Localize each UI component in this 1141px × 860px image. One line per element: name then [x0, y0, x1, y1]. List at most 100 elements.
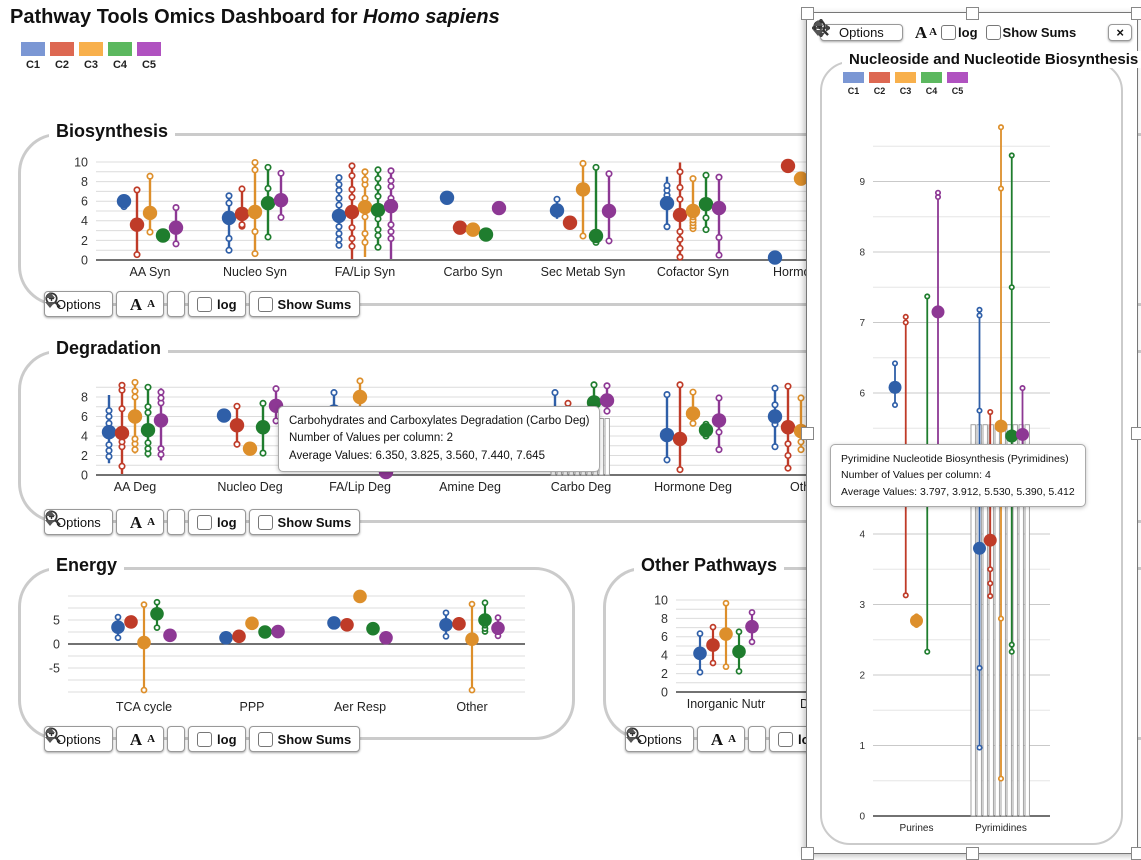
average-marker-C4[interactable]: [261, 196, 275, 210]
average-marker-C4[interactable]: [156, 228, 170, 242]
value-point-C5[interactable]: [716, 252, 721, 257]
size-stepper[interactable]: [167, 726, 185, 752]
value-point-C4[interactable]: [265, 234, 270, 239]
average-marker-C1[interactable]: [440, 191, 454, 205]
value-point-C5[interactable]: [936, 191, 940, 195]
average-marker-C3[interactable]: [686, 204, 700, 218]
category-label[interactable]: FA/Lip Syn: [335, 265, 395, 279]
value-point-C3[interactable]: [132, 380, 137, 385]
show-sums-checkbox[interactable]: [986, 25, 1001, 40]
value-point-C1[interactable]: [977, 745, 981, 749]
average-marker-C1[interactable]: [111, 620, 125, 634]
value-point-C4[interactable]: [593, 165, 598, 170]
average-marker-C4[interactable]: [366, 622, 380, 636]
value-point-C2[interactable]: [349, 244, 354, 249]
value-point-C2[interactable]: [239, 222, 244, 227]
value-point-C2[interactable]: [904, 320, 908, 324]
average-marker-C1[interactable]: [327, 616, 341, 630]
value-point-C2[interactable]: [677, 467, 682, 472]
value-point-C3[interactable]: [690, 389, 695, 394]
show-sums-checkbox[interactable]: [258, 515, 273, 530]
category-label[interactable]: Amine Deg: [439, 480, 501, 494]
average-marker-C2[interactable]: [781, 420, 795, 434]
log-checkbox[interactable]: [197, 732, 212, 747]
value-point-C2[interactable]: [349, 236, 354, 241]
show-sums-checkbox[interactable]: [258, 732, 273, 747]
average-marker-C4[interactable]: [371, 203, 385, 217]
value-point-C3[interactable]: [357, 378, 362, 383]
value-point-C3[interactable]: [362, 214, 367, 219]
value-point-C4[interactable]: [145, 404, 150, 409]
category-label[interactable]: AA Deg: [114, 480, 156, 494]
value-point-C5[interactable]: [388, 222, 393, 227]
value-point-C2[interactable]: [988, 567, 992, 571]
average-marker-C1[interactable]: [660, 428, 674, 442]
value-point-C5[interactable]: [606, 238, 611, 243]
value-point-C1[interactable]: [106, 454, 111, 459]
value-point-C5[interactable]: [604, 408, 609, 413]
value-point-C5[interactable]: [716, 395, 721, 400]
average-marker-C3[interactable]: [353, 390, 367, 404]
average-marker-C2[interactable]: [706, 638, 720, 652]
value-point-C2[interactable]: [119, 406, 124, 411]
value-point-C3[interactable]: [132, 394, 137, 399]
average-marker-C4[interactable]: [479, 227, 493, 241]
average-marker-C2[interactable]: [781, 159, 795, 173]
average-marker-C3[interactable]: [686, 406, 700, 420]
value-point-C2[interactable]: [119, 383, 124, 388]
value-point-C3[interactable]: [132, 447, 137, 452]
average-marker-C5[interactable]: [274, 193, 288, 207]
value-point-C4[interactable]: [925, 650, 929, 654]
average-marker-C5[interactable]: [169, 220, 183, 234]
value-point-C5[interactable]: [278, 215, 283, 220]
value-point-C3[interactable]: [252, 229, 257, 234]
value-point-C2[interactable]: [677, 246, 682, 251]
average-marker-C2[interactable]: [453, 220, 467, 234]
value-point-C1[interactable]: [977, 408, 981, 412]
average-marker-C5[interactable]: [384, 199, 398, 213]
font-increase-icon[interactable]: A: [711, 731, 723, 748]
category-label[interactable]: PPP: [239, 700, 264, 714]
resize-handle-top-left[interactable]: [801, 7, 814, 20]
font-increase-icon[interactable]: A: [915, 24, 927, 41]
average-marker-C4[interactable]: [732, 645, 746, 659]
value-point-C4[interactable]: [145, 440, 150, 445]
value-point-C2[interactable]: [988, 594, 992, 598]
average-marker-C5[interactable]: [712, 413, 726, 427]
value-point-C2[interactable]: [711, 625, 716, 630]
value-point-C1[interactable]: [331, 390, 336, 395]
value-point-C1[interactable]: [336, 196, 341, 201]
value-point-C1[interactable]: [336, 224, 341, 229]
average-marker-C1[interactable]: [117, 194, 131, 208]
value-point-C3[interactable]: [252, 251, 257, 256]
value-point-C5[interactable]: [716, 429, 721, 434]
average-marker-C5[interactable]: [600, 393, 614, 407]
average-marker-C3[interactable]: [353, 590, 367, 604]
value-point-C3[interactable]: [252, 160, 257, 165]
size-stepper[interactable]: [748, 726, 766, 752]
value-point-C1[interactable]: [336, 202, 341, 207]
average-marker-C3[interactable]: [576, 182, 590, 196]
value-point-C4[interactable]: [591, 382, 596, 387]
average-marker-C5[interactable]: [271, 625, 285, 639]
value-point-C1[interactable]: [106, 414, 111, 419]
value-point-C3[interactable]: [580, 161, 585, 166]
value-point-C4[interactable]: [155, 600, 160, 605]
average-marker-C1[interactable]: [768, 250, 782, 264]
value-point-C5[interactable]: [496, 615, 501, 620]
value-point-C5[interactable]: [273, 386, 278, 391]
average-marker-C5[interactable]: [379, 631, 393, 645]
value-point-C3[interactable]: [690, 176, 695, 181]
average-marker-C1[interactable]: [102, 425, 116, 439]
category-label[interactable]: Carbo Syn: [443, 265, 502, 279]
average-marker-C2[interactable]: [130, 218, 144, 232]
category-label[interactable]: Aer Resp: [334, 700, 386, 714]
value-point-C4[interactable]: [1010, 153, 1014, 157]
log-checkbox[interactable]: [941, 25, 956, 40]
category-label[interactable]: Cofactor Syn: [657, 265, 729, 279]
average-marker-C1[interactable]: [768, 409, 782, 423]
average-marker-C3[interactable]: [128, 409, 142, 423]
value-point-C4[interactable]: [737, 669, 742, 674]
value-point-C3[interactable]: [724, 664, 729, 669]
average-marker-C2[interactable]: [673, 208, 687, 222]
